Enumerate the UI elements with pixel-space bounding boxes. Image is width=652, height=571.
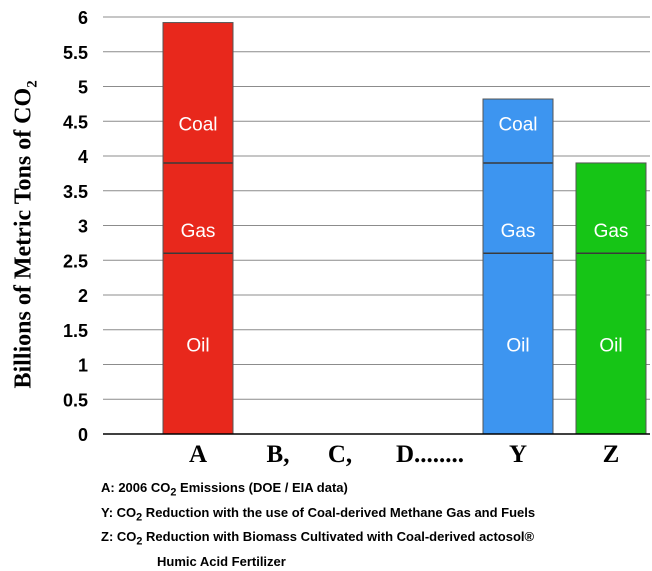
y-tick-label: 2 — [78, 286, 88, 306]
y-tick-label: 5 — [78, 78, 88, 98]
x-tick-labels: A B, C, D........ Y Z — [189, 441, 619, 468]
bar-segment-gas — [576, 162, 646, 254]
y-tick-label: 3 — [78, 217, 88, 237]
y-axis-label: Billions of Metric Tons of CO2 — [8, 24, 44, 444]
segment-label: Gas — [181, 221, 216, 242]
bar-segment-gas — [163, 162, 233, 254]
bar-segment-coal — [163, 22, 233, 163]
y-tick-label: 4.5 — [63, 112, 88, 132]
bar-y: Oil Gas Coal — [482, 98, 554, 435]
bar-segment-gas — [483, 162, 553, 254]
note-a-suffix: Emissions (DOE / EIA data) — [176, 480, 348, 495]
bars: Oil Gas Coal Oil Gas Coal Oil Gas — [162, 22, 647, 435]
segment-label: Oil — [186, 336, 209, 357]
bar-segment-oil — [163, 253, 233, 434]
legend-notes: A: 2006 CO2 Emissions (DOE / EIA data) Y… — [101, 478, 649, 571]
bar-a: Oil Gas Coal — [162, 22, 234, 435]
segment-label: Oil — [599, 336, 622, 357]
bar-segment-oil — [576, 253, 646, 434]
y-axis-label-text: Billions of Metric Tons of CO — [10, 87, 37, 389]
bar-z: Oil Gas — [575, 162, 647, 435]
note-z-suffix: Reduction with Biomass Cultivated with C… — [142, 529, 535, 545]
note-z-subscript: 2 — [136, 535, 143, 548]
x-tick-label: Y — [509, 441, 527, 468]
note-a: A: 2006 CO2 Emissions (DOE / EIA data) — [101, 478, 649, 503]
note-a-subscript: 2 — [170, 486, 177, 499]
y-tick-label: 0 — [78, 425, 88, 445]
bar-segment-oil — [483, 253, 553, 434]
y-tick-label: 5.5 — [63, 43, 88, 63]
segment-label: Oil — [506, 336, 529, 357]
segment-label: Gas — [594, 221, 629, 242]
segment-label: Coal — [498, 115, 537, 136]
y-tick-label: 6 — [78, 8, 88, 28]
x-tick-label: D........ — [396, 441, 464, 468]
note-z-prefix: Z: CO — [101, 529, 137, 545]
y-tick-label: 0.5 — [63, 390, 88, 410]
note-y-prefix: Y: CO — [101, 504, 137, 520]
note-y-subscript: 2 — [136, 511, 143, 524]
note-y-suffix: Reduction with the use of Coal-derived M… — [142, 504, 536, 520]
note-y: Y: CO2 Reduction with the use of Coal-de… — [101, 503, 649, 528]
y-axis-label-subscript: 2 — [24, 79, 41, 88]
y-tick-labels: 0 0.5 1 1.5 2 2.5 3 3.5 4 4.5 5 5.5 6 — [63, 8, 88, 445]
segment-label: Gas — [501, 221, 536, 242]
x-tick-label: Z — [603, 441, 620, 468]
segment-label: Coal — [178, 115, 217, 136]
y-tick-label: 2.5 — [63, 251, 88, 271]
note-a-prefix: A: 2006 CO — [101, 480, 171, 495]
y-tick-label: 1.5 — [63, 321, 88, 341]
bar-segment-coal — [483, 99, 553, 163]
x-tick-label: A — [189, 441, 207, 468]
x-tick-label: C, — [328, 441, 352, 468]
stacked-bar-chart: 0 0.5 1 1.5 2 2.5 3 3.5 4 4.5 5 5.5 6 Oil Gas Coal Oil G… — [63, 8, 650, 468]
y-tick-label: 1 — [78, 356, 88, 376]
note-z: Z: CO2 Reduction with Biomass Cultivated… — [101, 527, 649, 552]
x-tick-label: B, — [267, 441, 290, 468]
y-tick-label: 4 — [78, 147, 88, 167]
note-z-continuation: Humic Acid Fertilizer — [157, 553, 286, 569]
y-tick-label: 3.5 — [63, 182, 88, 202]
